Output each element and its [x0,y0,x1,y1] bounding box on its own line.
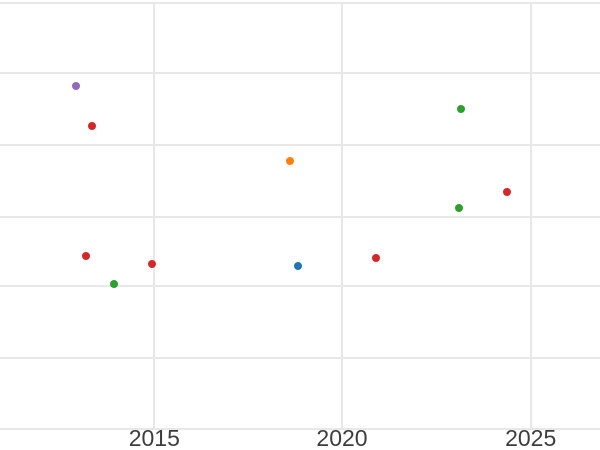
horizontal-gridline [0,215,600,218]
horizontal-gridline [0,72,600,74]
data-point-purple [71,82,80,90]
x-tick-label: 2025 [505,425,557,450]
horizontal-gridline [0,144,600,146]
data-point-orange [286,156,294,165]
vertical-gridline [341,2,343,429]
data-point-blue [294,261,302,270]
horizontal-gridline [0,285,600,287]
vertical-gridline [153,2,156,429]
data-point-green [455,203,464,212]
horizontal-gridline [0,427,600,430]
vertical-gridline [529,2,532,429]
x-tick-label: 2015 [128,425,180,450]
data-point-red [81,252,90,261]
x-tick-label: 2020 [316,425,368,450]
data-point-red [502,187,511,196]
horizontal-gridline [0,1,600,4]
data-point-green [110,280,119,289]
horizontal-gridline [0,356,600,359]
data-point-red [87,122,96,131]
data-point-green [456,105,465,113]
data-point-red [371,254,380,263]
data-point-red [148,260,156,268]
